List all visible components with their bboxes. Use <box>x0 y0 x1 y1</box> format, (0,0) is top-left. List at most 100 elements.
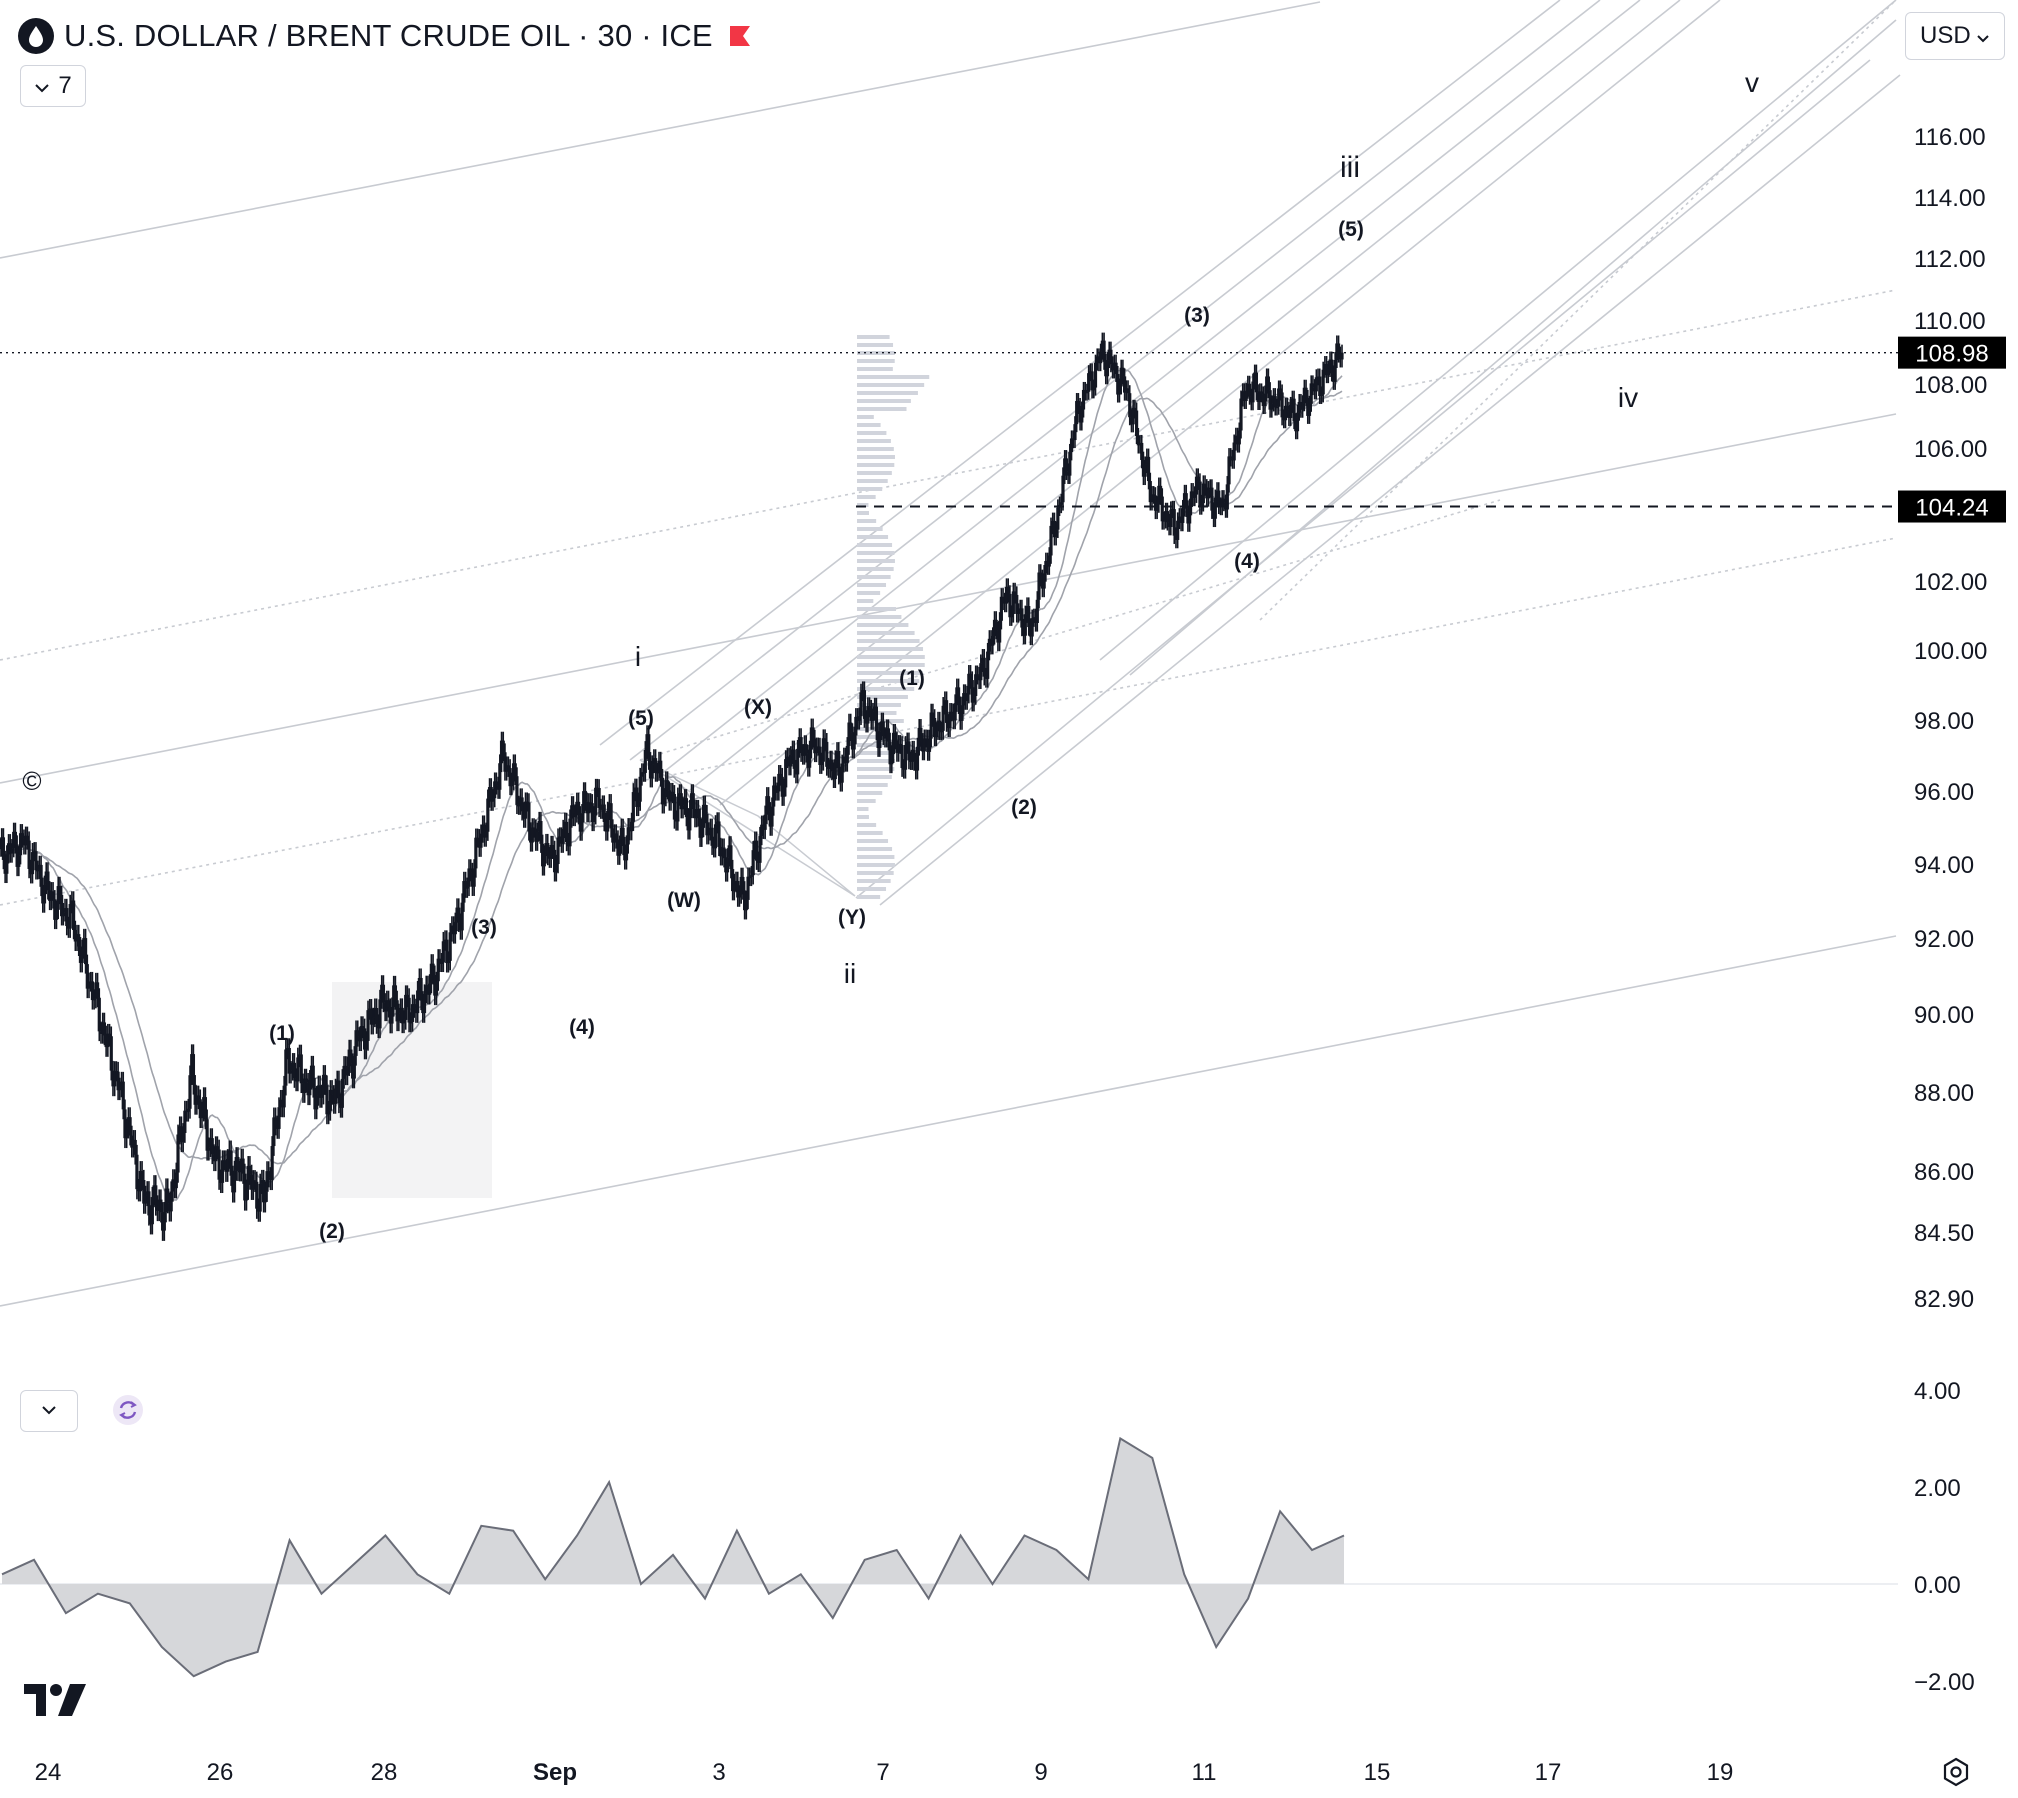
candle-body <box>239 1158 243 1172</box>
candle-body <box>518 797 522 806</box>
candle-body <box>279 1099 283 1108</box>
candle-body <box>243 1173 247 1201</box>
candle-body <box>1188 507 1192 524</box>
price-tick-label: 86.00 <box>1914 1159 1974 1186</box>
candle-body <box>1323 364 1327 370</box>
candle-body <box>368 1008 372 1011</box>
volume-bar <box>857 759 895 763</box>
candle-body <box>332 1094 336 1104</box>
candle-body <box>558 836 562 838</box>
candle-body <box>996 630 1000 643</box>
candle-body <box>893 732 897 741</box>
candle-body <box>285 1047 290 1050</box>
candle-body <box>89 981 93 983</box>
level-price-label: 104.24 <box>1915 495 1988 522</box>
indicators-collapse-button[interactable]: 7 <box>20 65 86 107</box>
candle-body <box>986 651 990 679</box>
candle-body <box>712 845 716 849</box>
candle-body <box>1235 435 1240 445</box>
candle-body <box>1169 509 1173 528</box>
wave-label: (X) <box>744 696 772 719</box>
candle-body <box>308 1079 312 1096</box>
candle-body <box>1321 369 1325 395</box>
settings-icon[interactable] <box>1940 1756 1972 1793</box>
candle-body <box>123 1109 127 1139</box>
candle-body <box>1023 614 1027 636</box>
price-tick-label: 92.00 <box>1914 926 1974 953</box>
candle-body <box>972 695 976 703</box>
candle-body <box>729 845 733 870</box>
candle-body <box>933 717 937 738</box>
candle-body <box>710 827 714 846</box>
candle-body <box>575 801 579 814</box>
time-tick-label: 3 <box>712 1759 725 1786</box>
candle-body <box>633 787 637 793</box>
candle-body <box>335 1080 339 1089</box>
candle-body <box>1160 496 1164 522</box>
candle-body <box>732 883 736 892</box>
candle-body <box>1131 407 1135 425</box>
candle-body <box>715 821 719 825</box>
candle-body <box>1018 608 1022 612</box>
correction-wedge <box>639 759 856 897</box>
candle-body <box>830 759 834 772</box>
candle-body <box>731 869 735 892</box>
candle-body <box>582 791 586 814</box>
volume-bar <box>857 647 924 651</box>
candle-body <box>167 1203 172 1212</box>
candle-body <box>862 690 867 719</box>
candle-body <box>707 831 711 836</box>
candle-body <box>982 657 986 677</box>
candle-body <box>244 1189 249 1201</box>
candle-body <box>1200 503 1204 507</box>
flag-icon[interactable] <box>729 25 751 47</box>
candle-body <box>914 761 918 771</box>
candle-body <box>1155 504 1159 511</box>
candle-body <box>951 712 956 721</box>
symbol-title[interactable]: U.S. DOLLAR / BRENT CRUDE OIL · 30 · ICE <box>64 18 713 53</box>
candle-body <box>698 817 702 838</box>
volume-bar <box>857 455 895 459</box>
candle-body <box>321 1074 326 1095</box>
trendline <box>689 0 1681 791</box>
candle-body <box>77 934 81 947</box>
volume-bar <box>857 887 887 891</box>
refresh-icon[interactable] <box>108 1390 148 1430</box>
candle-body <box>157 1199 161 1211</box>
last-price-label: 108.98 <box>1915 341 1988 368</box>
candle-body <box>592 815 596 822</box>
candle-body <box>1140 442 1144 460</box>
price-tick-label: 110.00 <box>1914 308 1986 335</box>
candle-body <box>25 835 29 841</box>
candle-body <box>595 787 599 790</box>
candle-body <box>1059 502 1063 505</box>
candle-body <box>597 788 601 808</box>
price-tick-label: 98.00 <box>1914 708 1974 735</box>
candle-body <box>253 1180 257 1182</box>
candle-body <box>763 814 767 830</box>
currency-select[interactable]: USD <box>1905 12 2005 60</box>
candle-body <box>49 891 53 901</box>
candle-body <box>172 1179 177 1189</box>
candle-body <box>1249 396 1253 403</box>
oscillator-collapse-button[interactable] <box>20 1390 78 1432</box>
candle-body <box>717 821 721 847</box>
candle-body <box>125 1128 129 1139</box>
candle-body <box>289 1070 293 1074</box>
candle-body <box>143 1195 148 1204</box>
candle-body <box>1100 340 1104 352</box>
candle-body <box>202 1097 206 1112</box>
candle-body <box>806 753 810 768</box>
candle-body <box>467 868 471 887</box>
candle-body <box>191 1054 196 1085</box>
candle-body <box>852 735 856 750</box>
price-tick-label: 106.00 <box>1914 436 1987 463</box>
candle-body <box>58 886 62 895</box>
oscillator-tick-label: 0.00 <box>1914 1572 1961 1599</box>
candle-body <box>366 1010 370 1041</box>
candle-body <box>351 1063 355 1079</box>
candle-body <box>544 843 548 855</box>
candle-body <box>1229 456 1233 459</box>
candle-body <box>316 1085 320 1096</box>
